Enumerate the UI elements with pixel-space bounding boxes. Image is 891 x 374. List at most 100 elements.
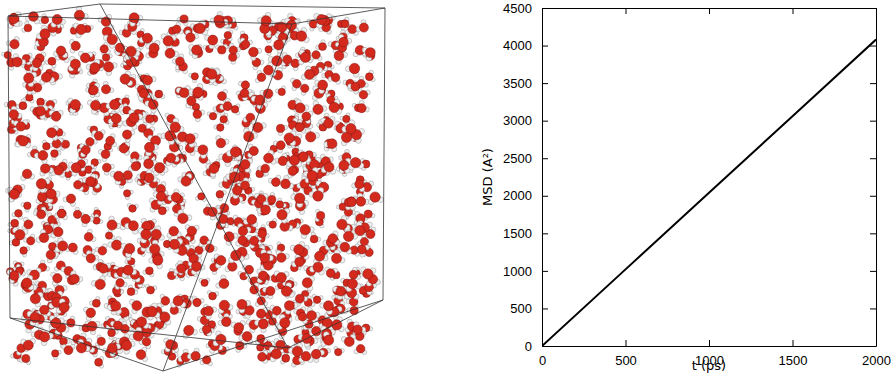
oxygen [4, 51, 11, 58]
molecule [229, 53, 240, 64]
oxygen [92, 299, 100, 307]
oxygen [27, 237, 35, 245]
oxygen [312, 51, 320, 59]
oxygen [108, 329, 116, 337]
oxygen [201, 279, 208, 286]
oxygen [22, 354, 30, 362]
oxygen [100, 45, 108, 53]
simulation-box [1, 4, 385, 371]
oxygen [313, 296, 320, 303]
oxygen [142, 337, 151, 346]
molecule [110, 319, 123, 330]
oxygen [52, 139, 61, 148]
molecule [195, 193, 206, 202]
oxygen [51, 150, 59, 158]
oxygen [291, 59, 300, 68]
oxygen [64, 346, 73, 355]
oxygen [258, 352, 267, 361]
oxygen [351, 82, 360, 91]
oxygen [295, 294, 304, 303]
oxygen [209, 292, 217, 300]
molecule [205, 241, 217, 253]
molecule [80, 144, 91, 157]
oxygen [229, 46, 237, 54]
oxygen [191, 73, 198, 80]
molecule [276, 198, 286, 208]
molecule [52, 350, 62, 360]
oxygen [292, 80, 301, 89]
oxygen [261, 164, 270, 173]
molecule [93, 214, 103, 224]
oxygen [257, 73, 265, 81]
molecule [55, 206, 66, 218]
oxygen [93, 217, 100, 224]
oxygen [365, 73, 373, 81]
molecule [130, 152, 142, 163]
oxygen [24, 220, 33, 229]
molecule [115, 279, 127, 290]
molecule [12, 210, 23, 220]
molecule [21, 202, 31, 212]
oxygen [341, 20, 349, 28]
molecule [315, 209, 325, 221]
oxygen [269, 221, 276, 228]
molecule [95, 356, 104, 368]
oxygen [146, 115, 154, 123]
figure: 0500100015002000050010001500200025003000… [0, 0, 891, 374]
molecule [240, 38, 252, 49]
molecule [207, 111, 218, 120]
oxygen [231, 106, 238, 113]
oxygen [240, 89, 249, 98]
oxygen [343, 115, 350, 122]
oxygen [319, 43, 327, 51]
oxygen [116, 279, 124, 287]
oxygen [276, 141, 285, 150]
molecule [193, 110, 205, 122]
molecule [316, 40, 327, 51]
oxygen [73, 210, 81, 218]
oxygen [52, 350, 59, 357]
molecule [19, 354, 31, 364]
molecule [224, 30, 233, 41]
oxygen [101, 150, 110, 159]
molecule [143, 267, 154, 277]
oxygen [43, 143, 51, 151]
molecule [229, 43, 240, 54]
oxygen [37, 98, 45, 106]
oxygen [20, 247, 28, 255]
oxygen [155, 90, 163, 98]
molecule [332, 295, 345, 305]
oxygen [102, 163, 111, 172]
oxygen [250, 236, 259, 245]
molecule [310, 232, 321, 243]
oxygen [176, 57, 185, 66]
molecule [106, 134, 117, 147]
molecule [203, 325, 214, 335]
oxygen [298, 312, 307, 321]
molecule [145, 284, 157, 294]
oxygen [349, 270, 358, 279]
molecule [189, 73, 199, 83]
oxygen [146, 267, 154, 275]
molecule [265, 46, 275, 56]
oxygen [173, 25, 181, 33]
molecule [358, 89, 371, 99]
molecule [127, 203, 138, 212]
molecule [334, 346, 345, 355]
oxygen [288, 166, 297, 175]
oxygen [223, 102, 232, 111]
molecule [24, 234, 35, 245]
oxygen [26, 94, 33, 101]
molecule [153, 90, 165, 99]
molecule [231, 104, 240, 115]
molecule [349, 267, 360, 279]
molecule [281, 352, 290, 364]
molecule [16, 99, 27, 110]
molecule [39, 14, 49, 24]
molecule [312, 294, 323, 303]
molecule [100, 42, 110, 54]
oxygen [360, 237, 368, 245]
oxygen [301, 84, 309, 92]
molecule [295, 312, 307, 323]
oxygen [276, 124, 284, 132]
